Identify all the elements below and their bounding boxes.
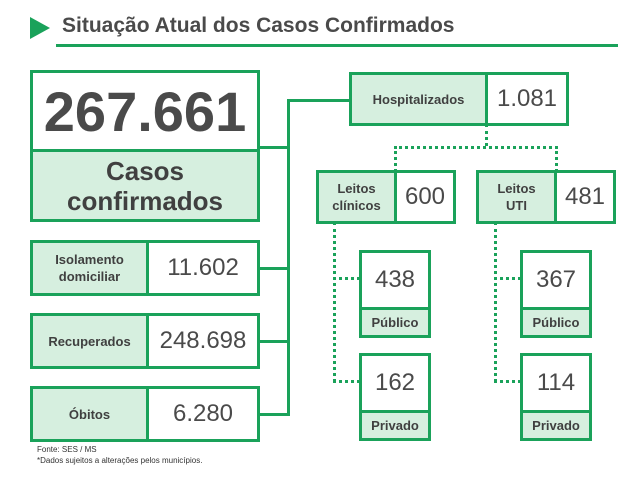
dotted-connector	[494, 277, 521, 280]
total-cases-label-line1: Casos	[105, 155, 185, 186]
uti-publico-box: 367 Público	[520, 250, 592, 338]
recuperados-label: Recuperados	[33, 316, 149, 366]
connector-obitos	[258, 413, 290, 416]
clinicos-publico-value: 438	[374, 266, 416, 293]
total-cases-value: 267.661	[43, 79, 247, 143]
dotted-connector	[555, 146, 558, 172]
dotted-connector	[494, 380, 521, 383]
isolamento-box: Isolamento domiciliar 11.602	[30, 240, 260, 296]
leitos-clinicos-label: Leitos clínicos	[319, 173, 397, 221]
connector-trunk	[287, 99, 290, 416]
clinicos-publico-label: Público	[362, 307, 428, 335]
dotted-connector	[333, 222, 336, 382]
uti-publico-label: Público	[523, 307, 589, 335]
dotted-connector	[333, 380, 360, 383]
leitos-uti-box: Leitos UTI 481	[476, 170, 616, 224]
total-cases-label-line2: confirmados	[66, 185, 224, 216]
uti-privado-label: Privado	[523, 410, 589, 438]
hospitalizados-box: Hospitalizados 1.081	[349, 72, 569, 126]
total-cases-box: 267.661 Casos confirmados	[30, 70, 260, 222]
recuperados-value: 248.698	[159, 327, 247, 354]
clinicos-privado-box: 162 Privado	[359, 353, 431, 441]
total-cases-label: Casos confirmados	[33, 149, 257, 219]
leitos-uti-label-line1: Leitos	[497, 181, 536, 196]
hospitalizados-label: Hospitalizados	[352, 75, 488, 123]
uti-publico-value: 367	[535, 266, 577, 293]
leitos-clinicos-box: Leitos clínicos 600	[316, 170, 456, 224]
dotted-connector	[333, 277, 360, 280]
recuperados-box: Recuperados 248.698	[30, 313, 260, 369]
dotted-connector	[494, 222, 497, 382]
obitos-value: 6.280	[172, 400, 234, 427]
isolamento-label: Isolamento domiciliar	[33, 243, 149, 293]
dotted-connector	[394, 146, 397, 172]
dotted-connector	[394, 146, 558, 149]
clinicos-privado-value: 162	[374, 369, 416, 396]
isolamento-label-line2: domiciliar	[58, 269, 121, 284]
connector-isolamento	[258, 267, 290, 270]
isolamento-value: 11.602	[167, 254, 239, 281]
obitos-box: Óbitos 6.280	[30, 386, 260, 442]
leitos-clinicos-label-line2: clínicos	[332, 198, 381, 213]
page-title: Situação Atual dos Casos Confirmados	[62, 14, 455, 37]
source-note: Fonte: SES / MS	[37, 445, 97, 454]
connector-total	[258, 146, 290, 149]
clinicos-publico-box: 438 Público	[359, 250, 431, 338]
uti-privado-box: 114 Privado	[520, 353, 592, 441]
leitos-uti-label-line2: UTI	[506, 198, 527, 213]
leitos-uti-label: Leitos UTI	[479, 173, 557, 221]
connector-recuperados	[258, 340, 290, 343]
header-arrow-icon	[30, 17, 50, 39]
leitos-clinicos-label-line1: Leitos	[337, 181, 376, 196]
leitos-clinicos-value: 600	[404, 183, 446, 210]
obitos-label: Óbitos	[33, 389, 149, 439]
clinicos-privado-label: Privado	[362, 410, 428, 438]
leitos-uti-value: 481	[564, 183, 606, 210]
header-rule	[56, 44, 618, 47]
dotted-connector	[485, 124, 488, 146]
disclaimer-note: *Dados sujeitos a alterações pelos munic…	[37, 456, 203, 465]
hospitalizados-value: 1.081	[496, 85, 558, 112]
isolamento-label-line1: Isolamento	[55, 252, 124, 267]
uti-privado-value: 114	[536, 369, 576, 396]
connector-hospitalizados	[287, 99, 351, 102]
